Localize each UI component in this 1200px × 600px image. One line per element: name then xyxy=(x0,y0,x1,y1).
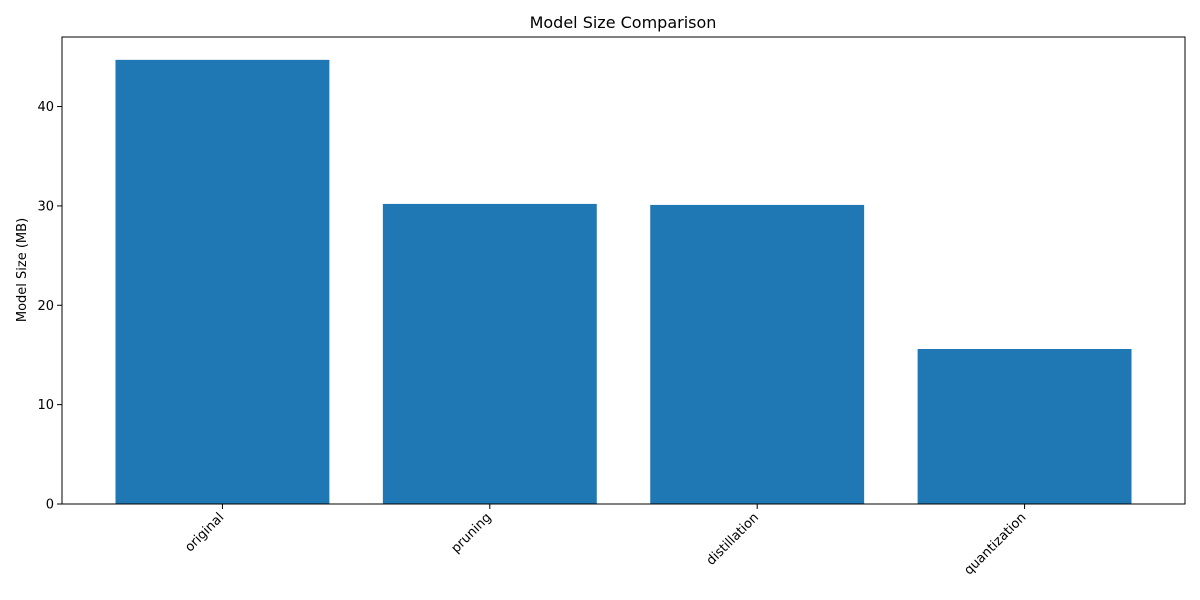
bars-group xyxy=(115,59,1132,505)
plot-frame xyxy=(61,36,1186,505)
y-tick-label: 30 xyxy=(37,199,54,214)
bar-distillation xyxy=(650,204,865,505)
chart-title: Model Size Comparison xyxy=(530,13,717,32)
y-ticks-group: 0 10 20 30 40 xyxy=(37,100,62,513)
y-tick-label: 40 xyxy=(37,100,54,115)
bar-original xyxy=(115,59,330,505)
bar-pruning xyxy=(382,203,597,504)
y-tick-label: 0 xyxy=(46,498,54,513)
y-tick-label: 20 xyxy=(37,299,54,314)
x-ticks-group: original pruning distillation quantization xyxy=(182,504,1029,578)
x-tick-label: distillation xyxy=(704,510,762,568)
x-tick-label: quantization xyxy=(961,510,1029,578)
y-axis-label: Model Size (MB) xyxy=(15,218,30,322)
x-tick-label: pruning xyxy=(449,510,495,556)
bar-quantization xyxy=(917,348,1132,504)
y-tick-label: 10 xyxy=(37,398,54,413)
x-tick-label: original xyxy=(182,510,227,555)
